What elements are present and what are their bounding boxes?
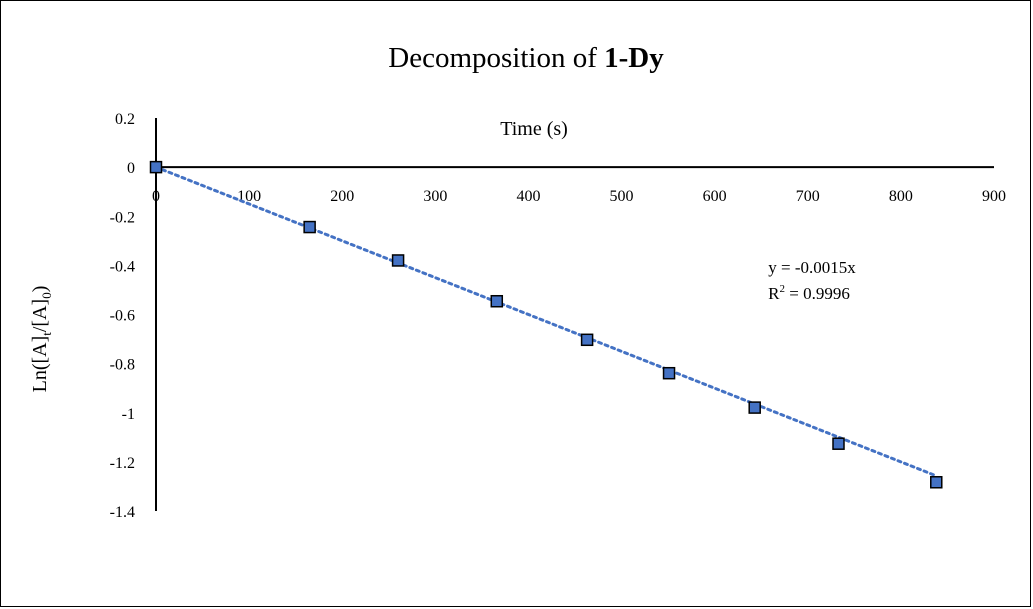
r-squared-value: = 0.9996	[785, 284, 850, 303]
x-tick-label: 700	[796, 188, 820, 205]
data-point	[662, 366, 676, 380]
x-tick-label: 200	[330, 188, 354, 205]
data-point	[930, 476, 943, 489]
data-point	[149, 160, 163, 174]
y-tick-label: 0	[127, 160, 135, 177]
y-tick-label: -0.4	[110, 258, 135, 275]
y-axis-label-main: Ln([A]	[29, 336, 51, 393]
y-tick-labels: 0.2 0 -0.2 -0.4 -0.6 -0.8 -1 -1.2 -1.4	[110, 111, 135, 521]
y-axis-label: Ln([A]t/[A]0)	[29, 286, 54, 393]
y-tick-label: -1.4	[110, 504, 135, 521]
y-tick-label: -0.2	[110, 209, 135, 226]
data-point	[303, 220, 316, 234]
trendline-equation: y = -0.0015x	[768, 258, 856, 277]
y-axis-label-sub-0: 0	[39, 292, 54, 299]
data-point	[391, 254, 405, 267]
y-axis-label-sub-t: t	[39, 332, 54, 336]
y-tick-label: -1	[122, 406, 135, 423]
data-point	[490, 294, 504, 308]
x-tick-label: 300	[423, 188, 447, 205]
data-point	[580, 333, 594, 347]
chart-title-bold: 1-Dy	[604, 42, 664, 74]
r-squared-r: R	[768, 284, 780, 303]
y-tick-label: -1.2	[110, 455, 135, 472]
data-point	[748, 401, 761, 414]
data-point	[832, 437, 845, 450]
x-tick-label: 600	[703, 188, 727, 205]
x-tick-label: 800	[889, 188, 913, 205]
x-tick-label: 500	[610, 188, 634, 205]
x-tick-label: 900	[982, 188, 1006, 205]
y-axis-label-mid: /[A]	[29, 299, 51, 332]
y-tick-label: 0.2	[115, 111, 135, 128]
r-squared-sup: 2	[780, 283, 786, 295]
r-squared-label: R2 = 0.9996	[768, 283, 850, 303]
x-axis-label: Time (s)	[500, 118, 568, 140]
chart-title: Decomposition of 1-Dy	[388, 42, 664, 74]
trendline	[154, 165, 938, 478]
y-tick-label: -0.6	[110, 308, 135, 325]
chart-title-prefix: Decomposition of	[388, 42, 604, 74]
x-tick-label: 400	[516, 188, 540, 205]
data-points	[149, 160, 943, 489]
y-axis-label-close: )	[29, 286, 51, 293]
x-tick-labels: 0100200300400500600700800900	[152, 188, 1006, 205]
y-tick-label: -0.8	[110, 357, 135, 374]
